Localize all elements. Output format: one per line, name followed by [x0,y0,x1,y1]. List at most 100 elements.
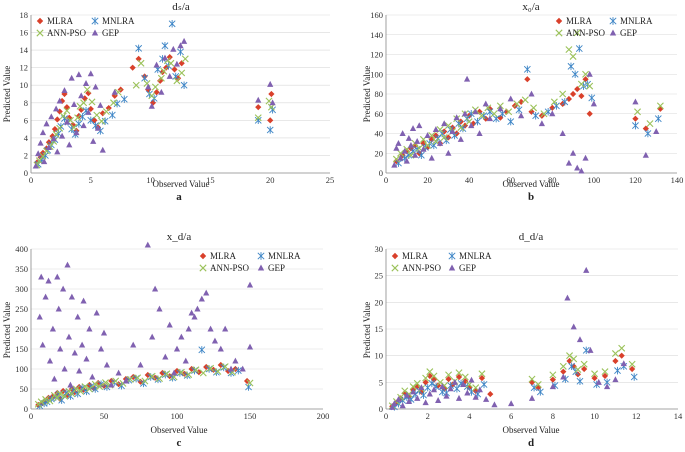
data-point-mnlra [101,117,109,125]
data-point-gep [549,110,556,117]
data-point-gep [156,305,163,312]
data-point-gep [103,361,111,368]
panel-xd: x_d/a Observed Value Predicted Value c 0… [2,231,329,449]
data-point-gep [570,323,577,330]
data-point-mlra [87,105,94,113]
data-point-gep [586,70,593,77]
data-point-ann-pso [192,366,200,374]
data-point-gep [158,88,165,95]
data-point-gep [410,388,417,395]
data-point-gep [32,162,39,169]
x-tick-label: 5 [89,175,93,185]
legend-marker-mlra [199,252,207,260]
data-point-ann-pso [110,99,118,107]
data-point-ann-pso [424,141,432,149]
data-point-gep [642,151,649,158]
data-point-gep [70,101,78,108]
data-point-ann-pso [618,344,626,352]
data-point-ann-pso [392,155,400,163]
data-point-ann-pso [141,377,149,385]
data-point-mlra [135,55,142,62]
data-point-mlra [129,64,136,71]
data-point-gep [35,150,42,157]
legend-label-mnlra: MNLRA [268,251,301,261]
data-point-ann-pso [93,111,101,119]
data-point-mnlra [588,94,596,102]
data-point-ann-pso [56,124,64,132]
data-point-mnlra [515,106,523,114]
data-point-gep [468,122,475,129]
data-point-ann-pso [440,133,448,141]
data-point-gep [457,136,464,142]
data-point-mnlra [561,98,569,106]
data-point-gep [528,394,536,401]
data-point-gep [178,333,185,340]
data-point-gep [428,154,435,161]
data-point-mlra [478,374,486,382]
data-point-gep [41,158,48,165]
panel-title: dₛ/a [172,1,190,13]
legend-marker-ann-pso [391,264,399,272]
data-point-mlra [560,368,567,375]
data-point-gep [582,154,589,161]
data-point-mnlra [567,62,575,71]
data-point-mnlra [523,65,531,74]
panel-letter: a [176,191,182,203]
data-point-ann-pso [151,83,159,91]
data-point-ann-pso [540,110,548,118]
legend-label-ann-pso: ANN-PSO [210,263,250,273]
data-point-gep [476,386,483,393]
data-point-ann-pso [530,104,538,112]
legend: MLRA MNLRA ANN-PSO GEP [199,251,301,273]
y-tick-label: 140 [370,30,383,40]
data-point-mnlra [544,108,552,116]
data-point-ann-pso [37,398,45,406]
data-point-gep [67,381,74,388]
data-point-mnlra [58,396,66,404]
y-tick-label: 20 [375,297,384,307]
y-tick-label: 20 [375,148,384,158]
y-tick-label: 25 [375,271,384,281]
data-point-mlra [95,379,102,387]
data-point-mlra [503,108,510,115]
y-tick-label: 150 [15,344,28,354]
y-tick-label: 0 [379,168,383,178]
data-point-gep [603,383,611,390]
panel-dd: d_d/a Observed Value Predicted Value d 0… [362,231,683,449]
data-point-mlra [472,387,479,394]
data-point-gep [449,128,456,135]
series-mlra [33,54,275,166]
data-point-gep [78,92,85,99]
data-point-gep [137,361,144,368]
legend-marker-mlra [36,17,44,25]
data-point-ann-pso [132,81,140,89]
x-axis-label: Observed Value [152,179,209,189]
data-point-gep [73,129,80,136]
data-point-mlra [445,376,452,383]
data-point-ann-pso [102,108,110,116]
data-point-gep [468,376,475,383]
data-point-ann-pso [80,99,88,107]
y-tick-label: 50 [20,384,29,394]
data-point-gep [508,400,515,407]
data-point-ann-pso [137,59,145,67]
data-point-gep [108,381,115,388]
data-point-gep [217,345,224,352]
data-point-mnlra [654,114,662,123]
data-point-gep [97,345,105,352]
y-tick-label: 6 [24,115,28,125]
legend-marker-mnlra [609,17,617,25]
data-point-gep [92,83,99,90]
y-tick-label: 100 [15,364,28,374]
panel-letter: b [528,191,534,203]
data-point-mlra [137,378,144,385]
series-mnlra [36,346,252,410]
data-point-gep [51,375,58,382]
data-point-gep [58,132,66,139]
data-point-mnlra [428,379,436,388]
legend-marker-mnlra [257,252,265,260]
data-point-ann-pso [254,114,262,122]
data-point-gep [595,378,602,385]
data-point-gep [569,149,577,156]
data-point-gep [538,120,545,127]
